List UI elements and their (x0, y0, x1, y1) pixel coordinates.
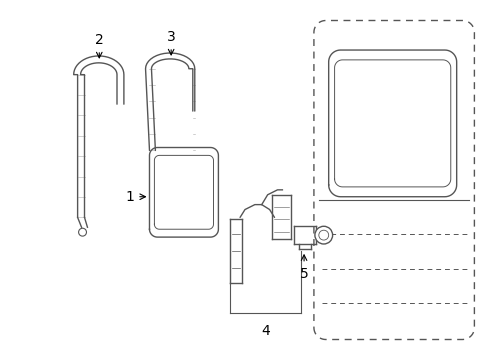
Text: 2: 2 (95, 33, 103, 58)
Circle shape (314, 226, 332, 244)
Text: 1: 1 (125, 190, 145, 204)
Text: 4: 4 (261, 324, 269, 338)
Text: 5: 5 (299, 255, 308, 280)
Text: 3: 3 (166, 30, 175, 55)
